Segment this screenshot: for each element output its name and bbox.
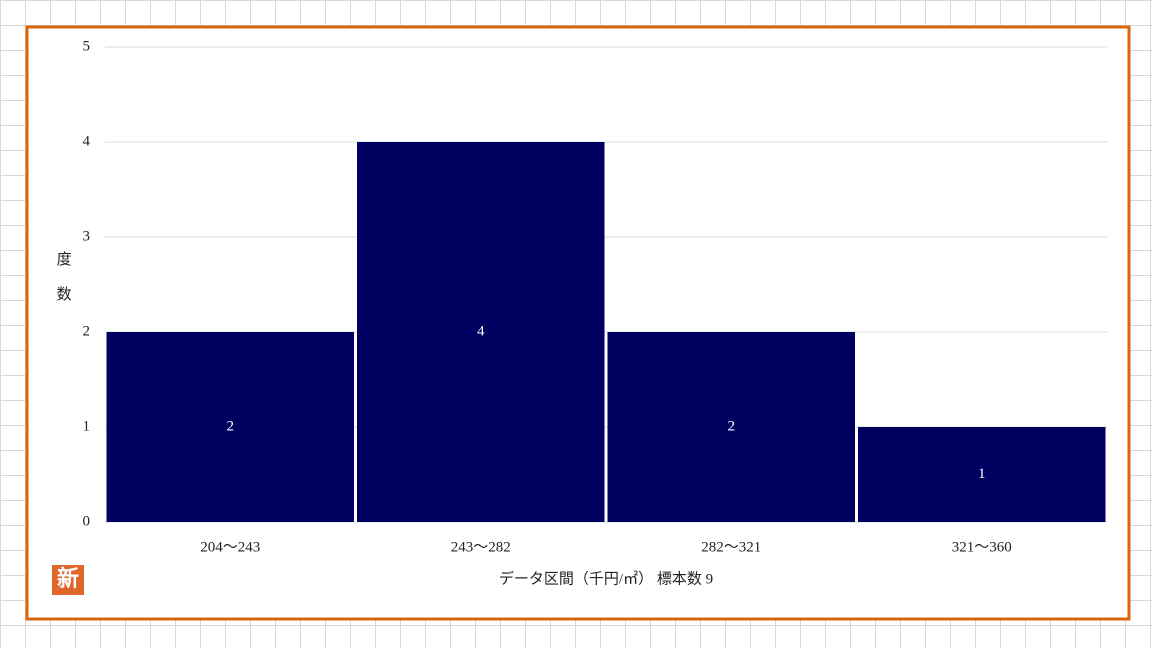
value-label: 4 <box>477 323 485 339</box>
y-axis-label: 度数 <box>55 251 72 321</box>
x-tick-label: 321～360 <box>952 539 1012 555</box>
x-tick-label: 243～282 <box>451 539 511 555</box>
x-axis-label: データ区間（千円/㎡） 標本数 9 <box>499 569 713 587</box>
bar <box>106 332 354 522</box>
bar <box>357 142 605 522</box>
y-tick-label: 3 <box>83 228 91 244</box>
y-tick-label: 0 <box>83 513 91 529</box>
badge-box <box>52 565 84 595</box>
y-tick-label: 5 <box>83 38 91 54</box>
y-tick-label: 1 <box>83 418 91 434</box>
x-tick-label: 204～243 <box>200 539 260 555</box>
badge: 新 <box>57 566 79 591</box>
x-tick-label: 282～321 <box>701 539 761 555</box>
value-label: 2 <box>728 418 736 434</box>
y-tick-label: 4 <box>83 133 91 149</box>
bar <box>858 427 1106 522</box>
y-tick-label: 2 <box>83 323 91 339</box>
bar <box>607 332 855 522</box>
value-label: 1 <box>978 466 986 482</box>
value-label: 2 <box>227 418 235 434</box>
